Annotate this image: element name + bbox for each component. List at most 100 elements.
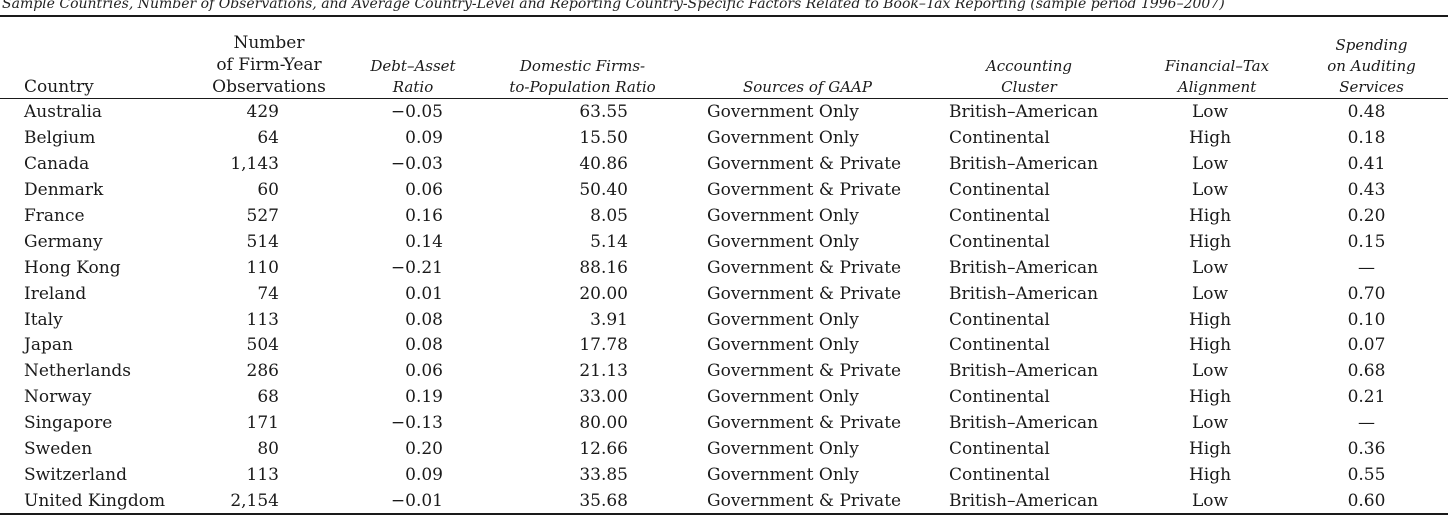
- table-row: Netherlands 286 0.06 21.13 Government & Priv…: [0, 359, 1448, 385]
- domestic-firms-cell: 80.00: [579, 413, 628, 434]
- debt-asset-cell: 0.08: [405, 335, 443, 356]
- accounting-cluster-cell: British–American: [949, 413, 1099, 434]
- accounting-cluster-cell: Continental: [949, 387, 1050, 408]
- country-cell: France: [24, 206, 85, 226]
- gaap-sources-cell: Government & Private: [707, 283, 902, 304]
- table-caption: Sample Countries, Number of Observations…: [2, 0, 1225, 12]
- header-row: Country Number of Firm-Year Observations D…: [0, 17, 1448, 100]
- observations-cell: 80: [257, 439, 279, 460]
- gaap-sources-cell: Government & Private: [707, 490, 902, 511]
- country-cell: Germany: [24, 231, 103, 252]
- accounting-cluster-cell: Continental: [949, 231, 1050, 252]
- auditing-cell: 0.70: [1347, 283, 1386, 304]
- header-line: Spending: [1335, 36, 1408, 54]
- country-cell: Sweden: [24, 439, 93, 460]
- debt-asset-cell: −0.03: [390, 154, 443, 175]
- auditing-cell: 0.41: [1347, 154, 1386, 175]
- header-line: Country: [24, 77, 94, 97]
- accounting-cluster-cell: Continental: [949, 206, 1050, 226]
- observations-cell: 60: [257, 180, 279, 201]
- observations-cell: 110: [246, 257, 279, 278]
- domestic-firms-cell: 3.91: [590, 309, 628, 330]
- country-cell: Switzerland: [24, 464, 128, 485]
- table-row: Sweden 80 0.20 12.66 Government Only Continen…: [0, 437, 1448, 463]
- header-rule: [0, 98, 1448, 99]
- header-sources-of-gaap: Sources of GAAP: [700, 17, 945, 100]
- header-observations: Number of Firm-Year Observations: [205, 17, 345, 100]
- observations-cell: 171: [246, 413, 279, 434]
- domestic-firms-cell: 20.00: [579, 283, 628, 304]
- financial-tax-cell: High: [1188, 231, 1232, 252]
- table-row: Germany 514 0.14 5.14 Government Only Contine…: [0, 229, 1448, 255]
- financial-tax-cell: Low: [1191, 361, 1229, 382]
- accounting-cluster-cell: British–American: [949, 490, 1099, 511]
- accounting-cluster-cell: Continental: [949, 439, 1050, 460]
- domestic-firms-cell: 88.16: [579, 257, 628, 278]
- gaap-sources-cell: Government Only: [707, 387, 859, 408]
- financial-tax-cell: Low: [1191, 102, 1229, 123]
- accounting-cluster-cell: Continental: [949, 180, 1050, 201]
- table-body: Australia 429 −0.05 63.55 Government Only Bri…: [0, 100, 1448, 514]
- auditing-cell: 0.18: [1347, 128, 1386, 149]
- debt-asset-cell: 0.20: [405, 439, 443, 460]
- country-cell: Ireland: [24, 283, 87, 304]
- financial-tax-cell: High: [1188, 464, 1232, 485]
- observations-cell: 504: [246, 335, 279, 356]
- country-cell: Netherlands: [24, 361, 132, 382]
- table-row: Belgium 64 0.09 15.50 Government Only Contine…: [0, 126, 1448, 152]
- financial-tax-cell: Low: [1191, 283, 1229, 304]
- observations-cell: 286: [246, 361, 279, 382]
- gaap-sources-cell: Government & Private: [707, 180, 902, 201]
- table-row: Italy 113 0.08 3.91 Government Only Continent…: [0, 307, 1448, 333]
- financial-tax-cell: Low: [1191, 154, 1229, 175]
- gaap-sources-cell: Government Only: [707, 439, 859, 460]
- auditing-cell: —: [1358, 257, 1375, 278]
- country-cell: Hong Kong: [24, 257, 121, 278]
- header-line: Debt–Asset: [370, 57, 456, 75]
- auditing-cell: 0.48: [1347, 102, 1386, 123]
- table-row: Denmark 60 0.06 50.40 Government & Private Co…: [0, 178, 1448, 204]
- top-rule: [0, 15, 1448, 17]
- country-cell: Belgium: [24, 128, 96, 149]
- auditing-cell: 0.10: [1347, 309, 1386, 330]
- observations-cell: 2,154: [230, 490, 279, 511]
- gaap-sources-cell: Government & Private: [707, 154, 902, 175]
- domestic-firms-cell: 12.66: [579, 439, 628, 460]
- header-line: Financial–Tax: [1164, 57, 1270, 75]
- gaap-sources-cell: Government & Private: [707, 413, 902, 434]
- header-line: Alignment: [1177, 78, 1257, 96]
- header-auditing-spending: Spending on Auditing Services: [1285, 17, 1448, 100]
- country-cell: Japan: [24, 335, 73, 356]
- financial-tax-cell: Low: [1191, 257, 1229, 278]
- debt-asset-cell: −0.01: [390, 490, 443, 511]
- auditing-cell: 0.68: [1347, 361, 1386, 382]
- accounting-cluster-cell: Continental: [949, 464, 1050, 485]
- debt-asset-cell: 0.14: [405, 231, 443, 252]
- header-line: on Auditing: [1327, 57, 1416, 75]
- debt-asset-cell: 0.06: [405, 361, 443, 382]
- auditing-cell: 0.07: [1347, 335, 1386, 356]
- header-accounting-cluster: Accounting Cluster: [945, 17, 1135, 100]
- domestic-firms-cell: 63.55: [579, 102, 628, 123]
- auditing-cell: —: [1358, 413, 1375, 434]
- header-debt-asset-ratio: Debt–Asset Ratio: [345, 17, 485, 100]
- debt-asset-cell: 0.09: [405, 464, 443, 485]
- accounting-cluster-cell: Continental: [949, 309, 1050, 330]
- domestic-firms-cell: 33.00: [579, 387, 628, 408]
- debt-asset-cell: −0.13: [390, 413, 443, 434]
- country-cell: Denmark: [24, 180, 104, 201]
- auditing-cell: 0.15: [1347, 231, 1386, 252]
- domestic-firms-cell: 5.14: [590, 231, 628, 252]
- auditing-cell: 0.36: [1347, 439, 1386, 460]
- country-data-table: Country Number of Firm-Year Observations D…: [0, 17, 1448, 514]
- accounting-cluster-cell: British–American: [949, 154, 1099, 175]
- header-line: Services: [1339, 78, 1404, 96]
- domestic-firms-cell: 40.86: [579, 154, 628, 175]
- debt-asset-cell: 0.09: [405, 128, 443, 149]
- header-line: Sources of GAAP: [743, 78, 872, 96]
- header-line: Ratio: [392, 78, 434, 96]
- auditing-cell: 0.60: [1347, 490, 1386, 511]
- header-financial-tax-alignment: Financial–Tax Alignment: [1135, 17, 1285, 100]
- observations-cell: 1,143: [230, 154, 279, 175]
- financial-tax-cell: High: [1188, 128, 1232, 149]
